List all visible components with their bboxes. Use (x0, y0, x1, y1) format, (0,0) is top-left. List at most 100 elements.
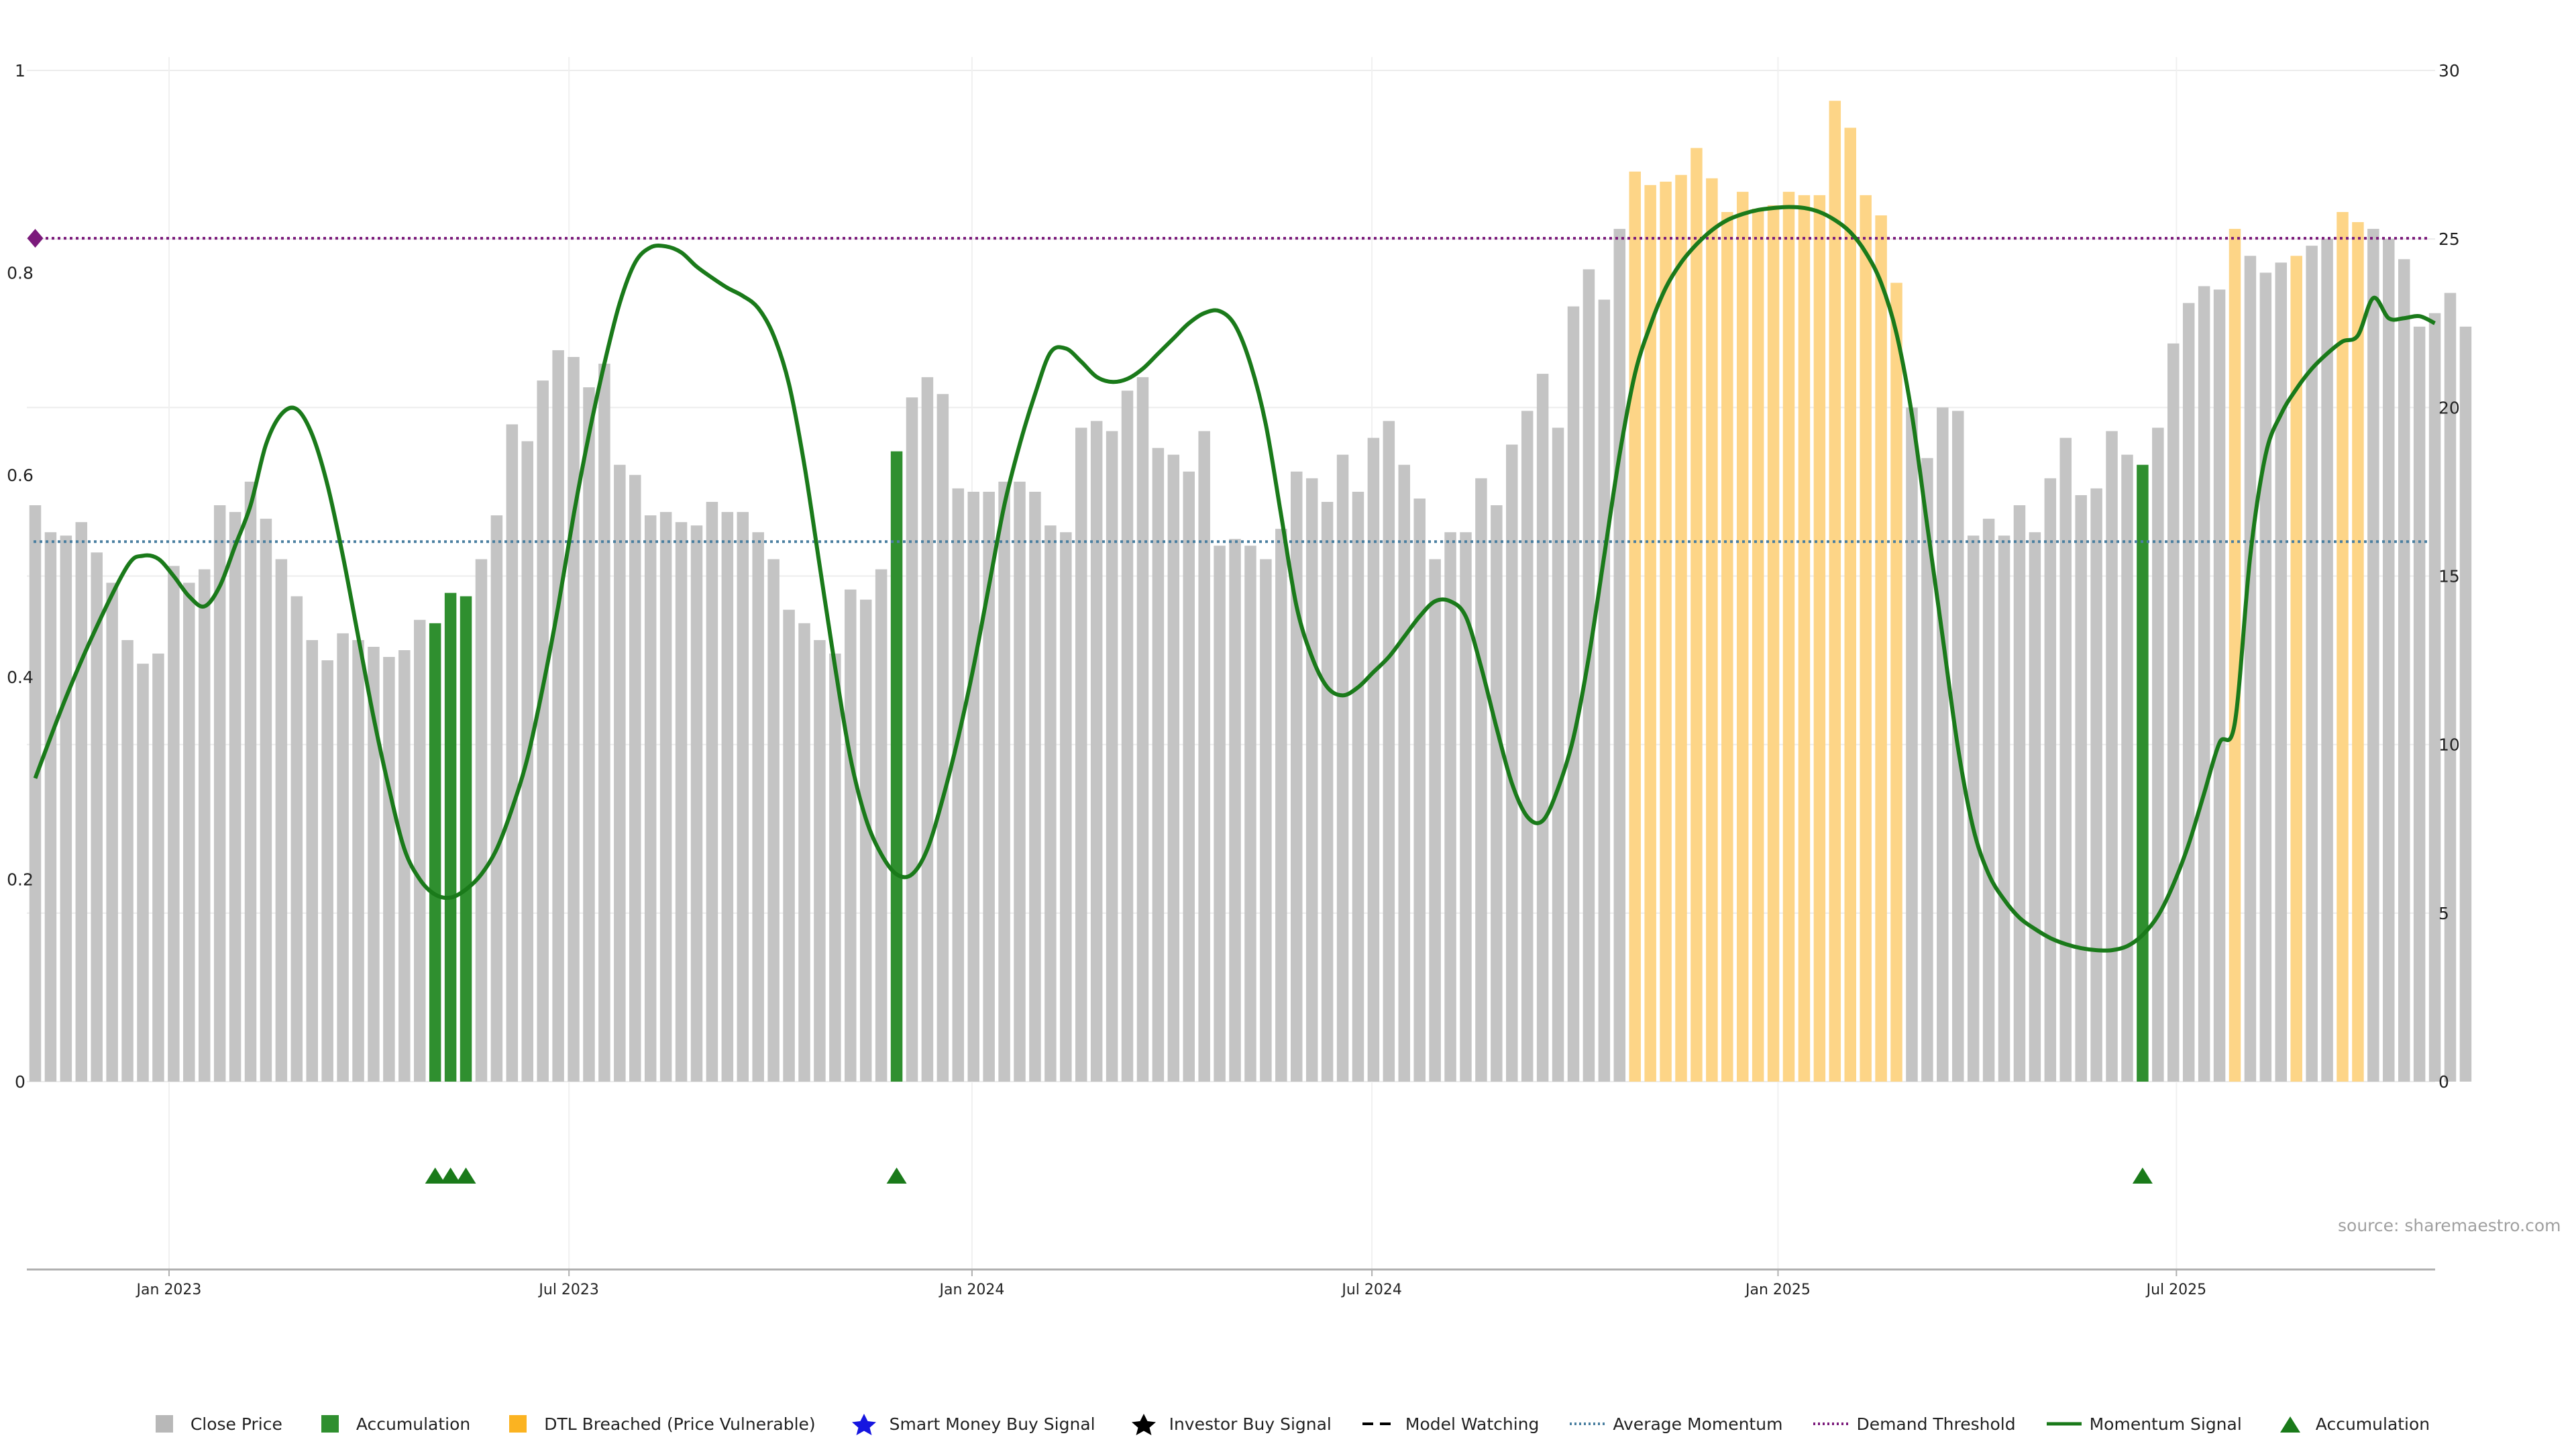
close-price-bar (506, 424, 519, 1082)
close-price-bar (2444, 293, 2457, 1082)
close-price-bar (2244, 256, 2257, 1082)
close-price-bar (2182, 303, 2195, 1082)
close-price-bar (1244, 546, 1256, 1082)
close-price-bar (2321, 239, 2333, 1082)
legend-label: Smart Money Buy Signal (889, 1414, 1095, 1434)
close-price-bar (1536, 374, 1549, 1082)
x-axis-tick-label: Jul 2023 (537, 1282, 599, 1298)
close-price-bar (1075, 427, 1087, 1082)
close-price-bar (1567, 306, 1580, 1082)
close-price-bar (1198, 431, 1210, 1082)
legend-symbol-square-icon (146, 1412, 184, 1435)
close-price-bar (1582, 269, 1595, 1082)
close-price-bar (845, 589, 857, 1082)
close-price-bar (921, 377, 934, 1082)
close-price-bar (814, 639, 826, 1082)
bar-layer (29, 101, 2472, 1082)
close-price-bar (829, 654, 841, 1082)
accumulation-marker (425, 1168, 445, 1184)
legend: Close Price Accumulation DTL Breached (Pri… (0, 1412, 2576, 1435)
close-price-bar (2075, 495, 2087, 1082)
close-price-bar (383, 657, 395, 1082)
close-price-bar (675, 522, 688, 1082)
close-price-bar (2121, 454, 2133, 1082)
close-price-bar (2152, 427, 2164, 1082)
dtl-breached-bar (1690, 148, 1703, 1082)
close-price-bar (1506, 444, 1518, 1082)
close-price-bar (798, 623, 810, 1082)
legend-label: DTL Breached (Price Vulnerable) (544, 1414, 816, 1434)
demand-threshold-diamond (27, 229, 44, 248)
dtl-breached-bar (1675, 174, 1687, 1082)
accumulation-bar (429, 623, 441, 1082)
close-price-bar (1982, 519, 1995, 1082)
close-price-bar (1090, 421, 1103, 1082)
dtl-breached-bar (2229, 229, 2241, 1082)
left-axis-tick-label: 1 (15, 61, 25, 81)
legend-symbol-star-icon (1125, 1412, 1163, 1435)
close-price-bar (475, 559, 488, 1082)
dtl-breached-bar (2352, 222, 2364, 1082)
close-price-bar (2275, 262, 2288, 1082)
close-price-bar (1429, 559, 1441, 1082)
legend-symbol-square-icon (500, 1412, 537, 1435)
close-price-bar (183, 582, 195, 1082)
close-price-bar (213, 505, 226, 1082)
close-price-bar (75, 522, 88, 1082)
close-price-bar (936, 394, 949, 1082)
close-price-bar (767, 559, 780, 1082)
x-axis-tick-label: Jul 2024 (1340, 1282, 1402, 1298)
accumulation-bar (890, 451, 903, 1082)
source-label: source: sharemaestro.com (2338, 1216, 2561, 1235)
close-price-bar (552, 350, 564, 1082)
legend-label: Momentum Signal (2089, 1414, 2242, 1434)
close-price-bar (1383, 421, 1395, 1082)
legend-item: Model Watching (1361, 1412, 1539, 1435)
close-price-bar (229, 512, 241, 1082)
close-price-bar (629, 474, 641, 1082)
close-price-bar (2306, 246, 2318, 1082)
dtl-breached-bar (1752, 208, 1764, 1082)
close-price-bar (2428, 313, 2441, 1082)
close-price-bar (1552, 427, 1564, 1082)
close-price-bar (290, 596, 303, 1082)
close-price-bar (1598, 299, 1611, 1082)
accumulation-marker (886, 1168, 907, 1184)
close-price-bar (568, 356, 580, 1082)
legend-symbol-dotted-line-icon (1812, 1412, 1849, 1435)
close-price-bar (1029, 491, 1041, 1082)
close-price-bar (198, 569, 211, 1082)
dtl-breached-bar (1860, 195, 1872, 1082)
close-price-bar (737, 512, 749, 1082)
close-price-bar (1167, 454, 1180, 1082)
legend-item: Close Price (146, 1412, 282, 1435)
close-price-bar (490, 515, 503, 1082)
close-price-bar (783, 609, 795, 1082)
accumulation-bar (460, 596, 472, 1082)
close-price-bar (1121, 391, 1134, 1082)
close-price-bar (244, 481, 257, 1082)
legend-label: Close Price (190, 1414, 282, 1434)
dtl-breached-bar (1736, 191, 1749, 1082)
dtl-breached-bar (1629, 171, 1641, 1082)
close-price-bar (2090, 488, 2102, 1082)
legend-label: Accumulation (356, 1414, 471, 1434)
close-price-bar (260, 519, 272, 1082)
dtl-breached-bar (1813, 195, 1826, 1082)
close-price-bar (1998, 535, 2010, 1082)
left-axis-tick-label: 0.2 (7, 870, 34, 890)
right-axis-tick-label: 30 (2438, 61, 2460, 81)
legend-symbol-dotted-line-icon (1568, 1412, 1606, 1435)
close-price-bar (137, 664, 149, 1082)
close-price-bar (1321, 501, 1334, 1082)
close-price-bar (1413, 498, 1426, 1082)
close-price-bar (1044, 525, 1057, 1082)
right-axis-tick-label: 0 (2438, 1072, 2449, 1092)
legend-item: Smart Money Buy Signal (845, 1412, 1095, 1435)
accumulation-marker (455, 1168, 476, 1184)
close-price-bar (644, 515, 657, 1082)
legend-item: Accumulation (2271, 1412, 2430, 1435)
dtl-breached-bar (1782, 191, 1795, 1082)
right-axis-tick-label: 5 (2438, 904, 2449, 923)
close-price-bar (121, 639, 133, 1082)
